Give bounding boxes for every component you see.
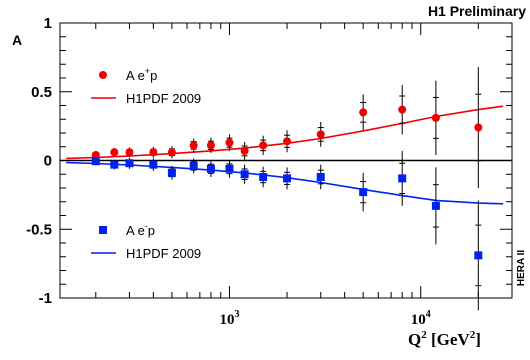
data-point-eplus (259, 141, 268, 150)
data-point-eplus (149, 148, 158, 157)
data-point-eminus (125, 159, 134, 168)
x-tick-label: 104 (411, 309, 431, 328)
legend-eplus: A e+p H1PDF 2009 (91, 66, 201, 106)
data-point-eminus (167, 168, 176, 177)
y-axis-label: A (12, 32, 22, 48)
data-point-eplus (125, 148, 134, 157)
data-point-eminus (91, 157, 100, 166)
data-point-eplus (359, 108, 368, 117)
data-point-eminus (398, 174, 407, 183)
data-point-eplus (225, 138, 234, 147)
data-point-eplus (283, 137, 292, 146)
data-point-eminus (431, 201, 440, 210)
y-tick-label: -1 (39, 290, 52, 307)
x-axis-label: Q2 [GeV2] (408, 329, 481, 349)
data-point-eminus (240, 170, 249, 179)
legend-marker (99, 71, 107, 79)
data-point-eminus (225, 164, 234, 173)
data-point-eminus (110, 160, 119, 169)
chart-header: H1 Preliminary (428, 3, 526, 19)
data-point-eminus (316, 173, 325, 181)
data-point-eminus (206, 164, 215, 173)
y-tick-label: 0 (44, 153, 52, 170)
data-point-eplus (206, 141, 215, 150)
data-point-eplus (316, 130, 325, 139)
legend-label: A e+p (126, 66, 157, 83)
data-point-eplus (431, 113, 440, 122)
data-point-eplus (110, 148, 119, 157)
svg-text:Q2 [GeV2]: Q2 [GeV2] (408, 329, 481, 349)
legend-label: A e-p (126, 221, 155, 238)
data-point-eplus (91, 151, 100, 159)
legend-line-label: H1PDF 2009 (126, 91, 201, 106)
legend-marker (99, 226, 107, 234)
data-point-eminus (474, 251, 483, 260)
y-tick-label: 0.5 (31, 84, 52, 101)
x-tick-label: 103 (219, 309, 239, 328)
data-point-eminus (283, 174, 292, 183)
side-label: HERA II (516, 250, 527, 287)
data-point-eminus (259, 173, 268, 181)
plot-area: 1 0.5 0 -0.5 -1 103 104 A e+p H1PDF 2009 A e-p H1P… (26, 15, 513, 328)
data-point-eplus (240, 146, 249, 155)
data-point-eminus (359, 188, 368, 197)
data-point-eplus (474, 123, 483, 132)
legend-line-label: H1PDF 2009 (126, 246, 201, 261)
data-point-eplus (189, 141, 198, 150)
data-point-eminus (149, 160, 158, 169)
prediction-curve-3 (66, 161, 504, 205)
y-tick-label: 1 (44, 15, 52, 32)
data-point-eplus (398, 105, 407, 114)
data-point-eplus (167, 148, 176, 157)
y-tick-label: -0.5 (26, 221, 52, 238)
data-point-eminus (189, 162, 198, 170)
legend-eminus: A e-p H1PDF 2009 (91, 221, 201, 261)
